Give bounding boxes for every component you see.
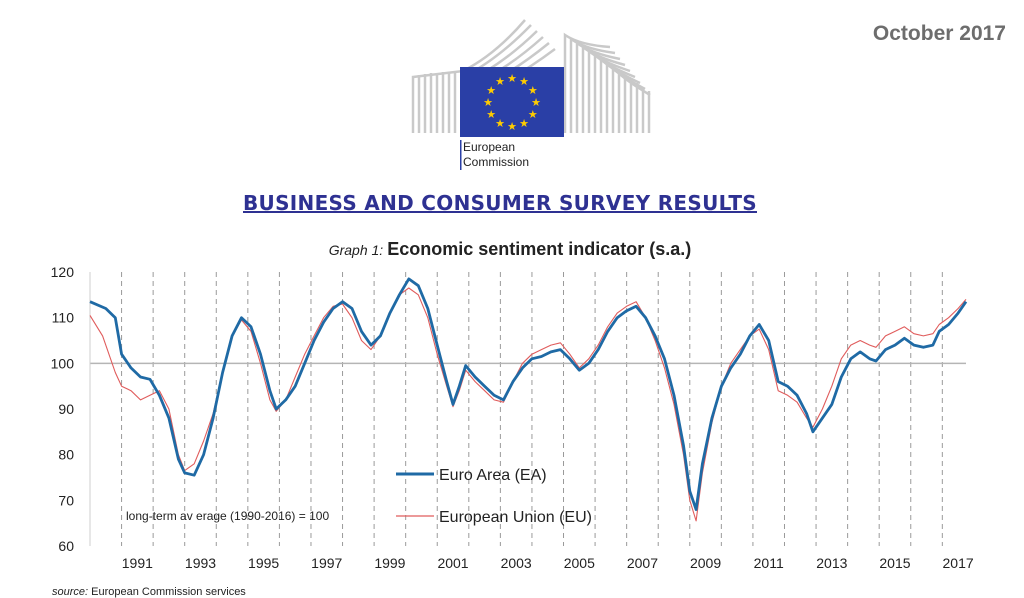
x-tick-label: 2017 — [943, 555, 974, 571]
x-tick-label: 1999 — [374, 555, 405, 571]
x-tick-label: 2011 — [754, 555, 784, 571]
eu-flag-icon — [460, 67, 564, 137]
chart-legend: Euro Area (EA) European Union (EU) — [396, 467, 592, 526]
y-tick-label: 120 — [51, 264, 75, 280]
eu-star: ★ — [486, 108, 496, 121]
chart-series — [89, 277, 968, 522]
long-term-average-note: long-term av erage (1990-2016) = 100 — [126, 509, 329, 523]
source-text: European Commission services — [91, 586, 246, 598]
eu-star: ★ — [531, 96, 541, 109]
eu-star: ★ — [495, 75, 505, 88]
legend-item-eu-label: European Union (EU) — [439, 509, 592, 526]
eu-star: ★ — [507, 120, 517, 133]
x-tick-label: 2009 — [690, 555, 721, 571]
sentiment-line-chart: 60 70 80 90 100 110 120 1991 1993 1995 1997 1999 20… — [51, 264, 974, 571]
eu-stars: ★ ★★★★★★★★★★★ — [483, 72, 541, 133]
y-tick-label: 100 — [51, 355, 75, 371]
report-date: October 2017 — [872, 22, 1006, 45]
eu-star: ★ — [519, 75, 529, 88]
eu-star: ★ — [495, 117, 505, 130]
x-tick-label: 2005 — [564, 555, 595, 571]
x-tick-label: 1991 — [122, 555, 153, 571]
eu-star: ★ — [483, 96, 493, 109]
graph-label: Graph 1: — [328, 242, 384, 258]
source-note: source: European Commission services — [52, 586, 246, 598]
x-tick-label: 2007 — [627, 555, 658, 571]
logo-text-european: European — [463, 140, 515, 154]
y-tick-label: 110 — [52, 310, 75, 326]
eu-star: ★ — [519, 117, 529, 130]
x-tick-label: 1995 — [248, 555, 279, 571]
x-tick-label: 2003 — [501, 555, 532, 571]
eu-star: ★ — [528, 108, 538, 121]
x-tick-label: 1997 — [311, 555, 342, 571]
report-title: BUSINESS AND CONSUMER SURVEY RESULTS — [243, 191, 757, 215]
x-tick-label: 2013 — [816, 555, 847, 571]
y-tick-label: 90 — [58, 401, 74, 417]
european-commission-logo: ★ ★★★★★★★★★★★ European Commission — [411, 19, 651, 170]
eu-star: ★ — [507, 72, 517, 85]
eu-star: ★ — [528, 84, 538, 97]
y-tick-label: 60 — [58, 538, 74, 554]
chart-grid — [89, 272, 966, 546]
y-tick-label: 70 — [58, 492, 74, 508]
series-line-eu — [89, 287, 967, 522]
graph-title: Graph 1: Economic sentiment indicator (s.… — [0, 239, 1020, 260]
x-axis: 1991 1993 1995 1997 1999 2001 2003 2005 2007 2009… — [122, 555, 974, 571]
series-line-ea — [89, 277, 968, 511]
logo-text-commission: Commission — [463, 155, 529, 169]
x-tick-label: 2015 — [879, 555, 910, 571]
x-tick-label: 2001 — [437, 555, 468, 571]
source-label: source: — [52, 586, 89, 598]
x-tick-label: 1993 — [185, 555, 216, 571]
graph-main-title: Economic sentiment indicator (s.a.) — [387, 239, 692, 259]
y-axis: 60 70 80 90 100 110 120 — [51, 264, 75, 554]
legend-item-ea-label: Euro Area (EA) — [439, 467, 547, 484]
y-tick-label: 80 — [58, 447, 74, 463]
eu-star: ★ — [486, 84, 496, 97]
